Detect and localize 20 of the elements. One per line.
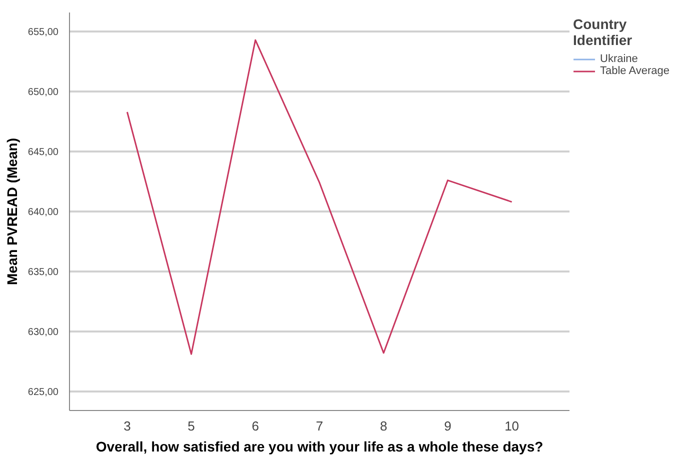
x-tick-label: 9 (444, 418, 452, 434)
x-tick-label: 3 (124, 418, 131, 434)
y-tick-label: 655,00 (28, 27, 59, 38)
y-tick-label: 635,00 (28, 266, 59, 278)
x-tick-label: 5 (188, 418, 195, 434)
x-tick-label: 8 (380, 418, 388, 434)
x-tick-label: 10 (504, 418, 520, 434)
y-tick-label: 640,00 (28, 207, 59, 218)
legend-title: Country Identifier (573, 16, 634, 48)
y-tick-label: 650,00 (28, 87, 59, 98)
line-series (126, 39, 513, 355)
x-axis-title: Overall, how satisfied are you with your life as a whole these days? (96, 438, 544, 454)
x-tick-label: 7 (316, 418, 324, 434)
y-axis-title: Mean PVREAD (Mean) (4, 138, 20, 286)
legend-label: Ukraine (600, 53, 638, 65)
legend-label: Table Average (600, 65, 670, 77)
y-tick-label: 625,00 (28, 386, 59, 398)
y-tick-label: 645,00 (28, 147, 59, 158)
x-tick-label: 6 (252, 418, 260, 434)
y-tick-label: 630,00 (28, 326, 59, 338)
